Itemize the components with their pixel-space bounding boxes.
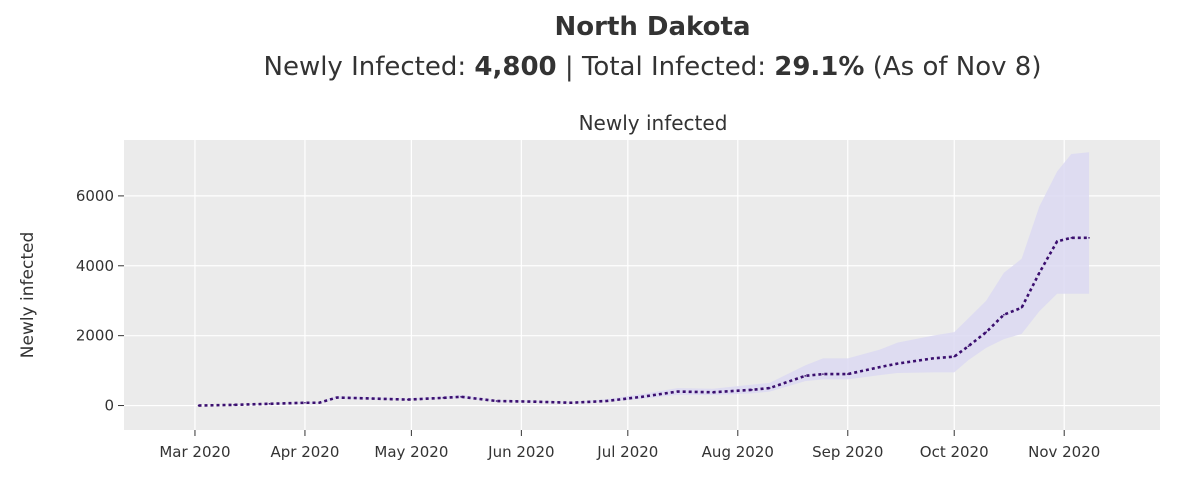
data-point	[304, 401, 306, 404]
data-point	[570, 401, 572, 404]
x-tick-label: Apr 2020	[270, 443, 339, 461]
data-point	[1003, 313, 1005, 316]
y-axis-label: Newly infected	[18, 232, 38, 358]
data-point	[1038, 271, 1041, 274]
data-point	[822, 373, 824, 375]
data-point	[336, 396, 338, 399]
data-point	[641, 396, 643, 398]
data-point	[953, 355, 956, 358]
x-tick-label: Mar 2020	[159, 443, 230, 461]
data-point	[318, 401, 320, 404]
state-title: North Dakota	[554, 12, 751, 42]
data-point	[495, 400, 498, 402]
data-point	[676, 390, 679, 393]
newly-infected-label: Newly Infected:	[263, 52, 475, 82]
data-point	[878, 366, 881, 368]
data-point	[268, 402, 271, 405]
x-tick-label: Nov 2020	[1028, 443, 1100, 461]
total-infected-label: Total Infected:	[581, 52, 775, 82]
plot-area	[124, 140, 1160, 430]
data-point	[1070, 237, 1073, 239]
data-point	[967, 345, 970, 347]
x-tick-label: Jul 2020	[596, 443, 658, 461]
data-point	[407, 398, 409, 401]
chart-header: North Dakota Newly Infected: 4,800 | Tot…	[0, 6, 1200, 84]
y-tick-label: 4000	[76, 257, 114, 275]
x-tick-label: Oct 2020	[920, 443, 989, 461]
data-point	[1020, 306, 1023, 309]
data-point	[1088, 237, 1090, 239]
x-tick-label: Sep 2020	[812, 443, 883, 461]
summary-line: Newly Infected: 4,800 | Total Infected: …	[0, 50, 1200, 84]
data-point	[442, 397, 445, 399]
y-tick-label: 2000	[76, 327, 114, 345]
data-point	[197, 404, 200, 407]
y-tick-label: 0	[104, 397, 114, 415]
y-tick-label: 6000	[76, 187, 114, 205]
data-point	[896, 362, 899, 365]
x-tick-label: Jun 2020	[487, 443, 554, 461]
data-point	[804, 375, 807, 377]
x-tick-label: May 2020	[374, 443, 448, 461]
data-point	[751, 389, 753, 391]
data-point	[1056, 240, 1058, 243]
data-point	[233, 404, 235, 406]
newly-infected-value: 4,800	[474, 52, 557, 82]
data-point	[985, 331, 987, 333]
as-of-date: (As of Nov 8)	[864, 52, 1042, 82]
separator: |	[556, 52, 582, 82]
chart-title: Newly infected	[579, 111, 728, 135]
data-point	[768, 387, 771, 389]
data-point	[460, 396, 462, 398]
total-infected-value: 29.1%	[774, 52, 865, 82]
x-tick-label: Aug 2020	[702, 443, 774, 461]
data-point	[932, 357, 934, 360]
data-point	[846, 373, 849, 375]
data-point	[712, 391, 714, 394]
series-line	[198, 236, 1090, 407]
data-point	[605, 400, 608, 402]
data-point	[371, 397, 374, 400]
data-point	[534, 400, 537, 403]
